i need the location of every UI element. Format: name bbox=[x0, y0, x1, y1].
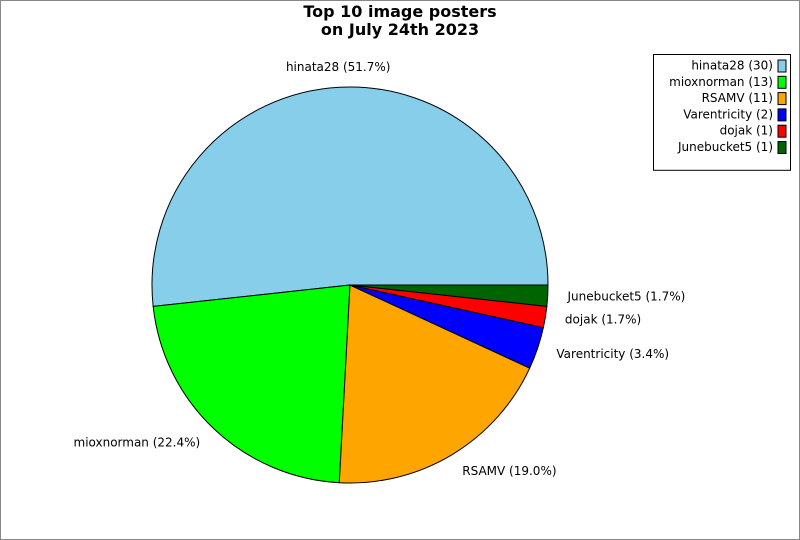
pie-slice bbox=[338, 284, 531, 484]
legend-swatch bbox=[777, 124, 787, 138]
legend-swatch bbox=[777, 75, 787, 89]
legend-label: Junebucket5 (1) bbox=[677, 140, 773, 154]
legend-swatch bbox=[777, 108, 787, 122]
slice-label: Varentricity (3.4%) bbox=[556, 347, 669, 361]
legend-label: dojak (1) bbox=[720, 124, 773, 138]
legend-label: hinata28 (30) bbox=[691, 59, 773, 73]
pie-slice bbox=[152, 284, 351, 484]
legend-label: mioxnorman (13) bbox=[669, 75, 773, 89]
legend-swatch bbox=[777, 59, 787, 73]
slice-label: dojak (1.7%) bbox=[565, 313, 641, 327]
legend-label: Varentricity (2) bbox=[683, 107, 773, 121]
legend-box bbox=[653, 54, 791, 171]
chart-title: Top 10 image posters on July 24th 2023 bbox=[303, 2, 496, 39]
slice-label: Junebucket5 (1.7%) bbox=[566, 289, 685, 303]
legend-swatch bbox=[777, 92, 787, 106]
pie-slice bbox=[151, 86, 549, 307]
pie-slice bbox=[349, 284, 549, 307]
slice-label: RSAMV (19.0%) bbox=[462, 464, 556, 478]
slice-label: mioxnorman (22.4%) bbox=[74, 436, 201, 450]
slice-label: hinata28 (51.7%) bbox=[286, 60, 391, 74]
legend-swatch bbox=[777, 141, 787, 154]
legend-label: RSAMV (11) bbox=[702, 91, 773, 105]
